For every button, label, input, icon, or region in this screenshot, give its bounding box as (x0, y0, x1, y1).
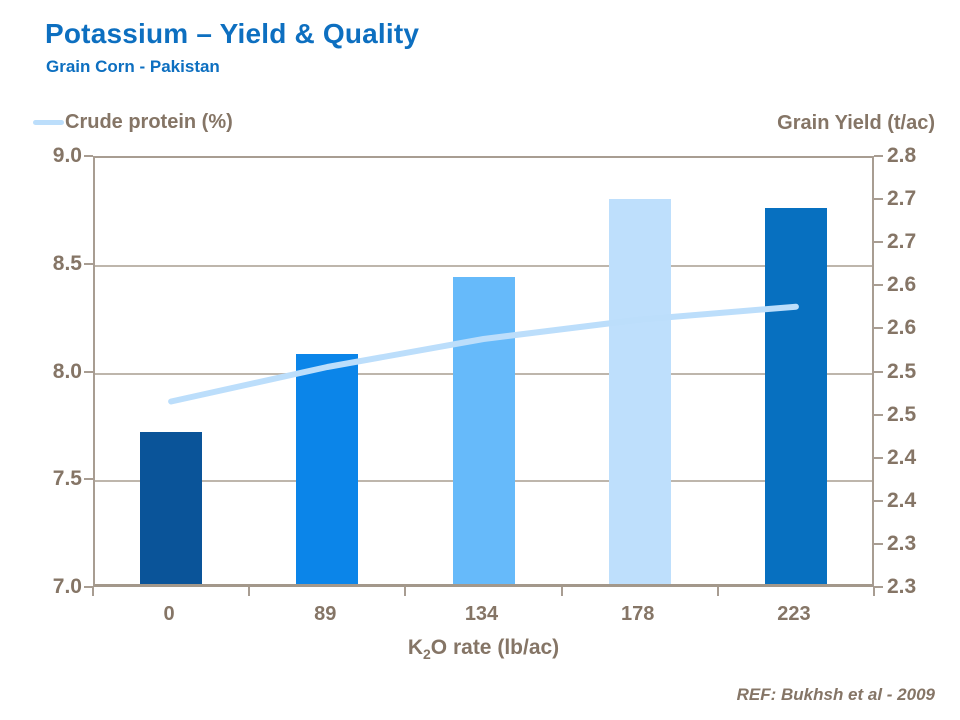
right-axis-tick-label: 2.3 (887, 531, 917, 555)
right-axis-tickmark (874, 370, 883, 373)
left-axis-tick-label: 8.5 (52, 251, 82, 275)
legend-label: Crude protein (%) (65, 110, 233, 133)
right-axis-tickmark (874, 542, 883, 545)
gridline (95, 264, 872, 267)
x-axis-tick-label: 89 (314, 603, 337, 625)
right-axis-tickmark (874, 155, 883, 157)
grain-yield-bar (764, 207, 827, 584)
right-axis-tickmark (874, 198, 883, 201)
left-axis-tickmark (84, 586, 93, 588)
right-axis-tickmark (874, 241, 883, 244)
x-axis-tickmark (873, 587, 875, 596)
right-axis-tickmark (874, 284, 883, 287)
x-axis-tickmark (560, 587, 563, 596)
reference-note: REF: Bukhsh et al - 2009 (736, 685, 935, 704)
chart-subtitle: Grain Corn - Pakistan (46, 57, 220, 76)
x-axis-tick-label: 0 (163, 603, 175, 625)
grain-yield-bar (296, 354, 359, 584)
right-axis-tick-label: 2.4 (887, 488, 917, 512)
plot-area (93, 156, 874, 587)
right-axis-tick-label: 2.6 (887, 273, 917, 297)
grain-yield-bar (140, 431, 203, 584)
left-axis-tickmark (84, 262, 93, 265)
x-axis-tick-label: 223 (777, 603, 811, 625)
right-axis-tickmark (874, 499, 883, 502)
x-axis-title: K2O rate (lb/ac) (407, 636, 560, 663)
legend: Crude protein (%) (33, 109, 233, 135)
chart-title: Potassium – Yield & Quality (45, 18, 420, 49)
left-axis-tickmark (84, 155, 93, 157)
right-axis-tickmark (874, 586, 883, 588)
x-axis-tick-label: 134 (464, 603, 499, 625)
x-axis-tickmark (92, 587, 94, 596)
left-axis-tick-label: 9.0 (52, 144, 82, 167)
crude-protein-line (168, 303, 799, 405)
right-axis-tick-label: 2.3 (887, 575, 917, 598)
line-series-swatch-icon (33, 119, 64, 125)
right-axis-title: Grain Yield (t/ac) (777, 112, 935, 134)
right-axis-tickmark (874, 456, 883, 459)
x-axis-tickmark (404, 587, 407, 596)
x-axis-tickmark (248, 587, 251, 596)
right-axis-tickmark (874, 413, 883, 416)
right-axis-tick-label: 2.8 (887, 144, 917, 167)
grain-yield-bar (452, 276, 515, 584)
left-axis-tick-label: 7.5 (52, 467, 82, 491)
left-axis-tickmark (84, 478, 93, 481)
right-axis-tick-label: 2.4 (887, 445, 917, 469)
left-axis-tick-label: 8.0 (52, 359, 82, 383)
right-axis-tick-label: 2.7 (887, 187, 917, 211)
x-axis-tick-label: 178 (621, 603, 655, 625)
right-axis-tickmark (874, 327, 883, 330)
left-axis-tick-label: 7.0 (52, 575, 82, 598)
right-axis-tick-label: 2.5 (887, 359, 917, 383)
left-axis-tickmark (84, 370, 93, 373)
x-axis-tickmark (716, 587, 719, 596)
right-axis-tick-label: 2.6 (887, 316, 917, 340)
right-axis-tick-label: 2.7 (887, 230, 917, 254)
grain-yield-bar (608, 199, 671, 584)
right-axis-tick-label: 2.5 (887, 402, 917, 426)
